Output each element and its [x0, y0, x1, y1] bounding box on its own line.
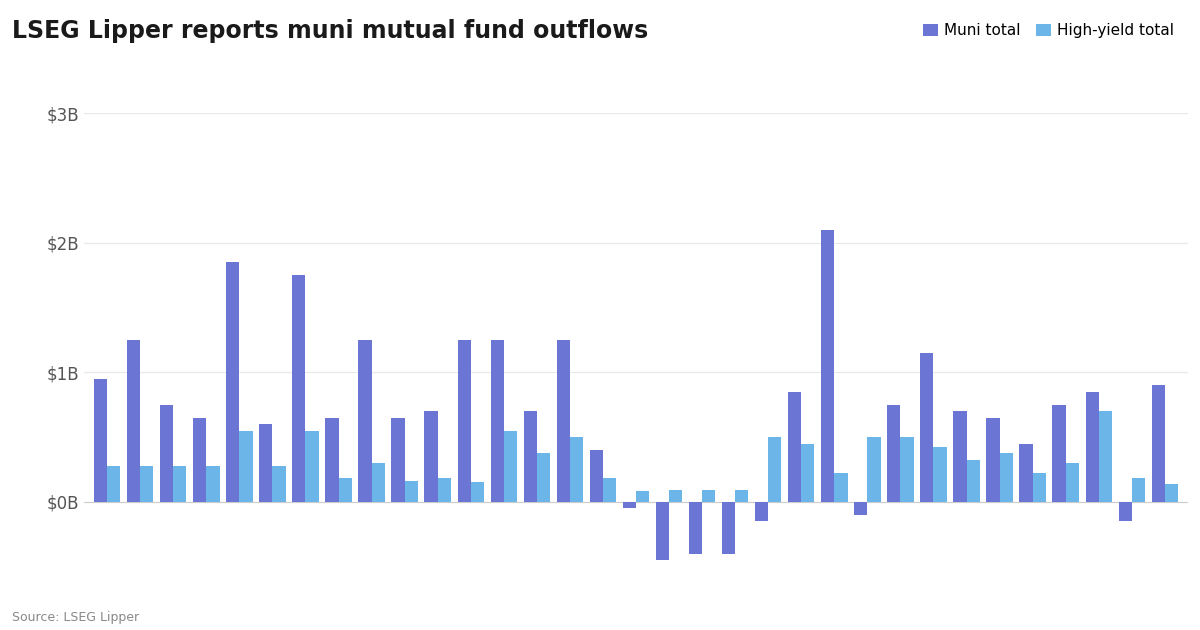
Bar — [636, 491, 649, 501]
Bar — [821, 230, 834, 501]
Bar — [1066, 463, 1079, 501]
Bar — [736, 490, 749, 501]
Bar — [1033, 473, 1046, 501]
Bar — [670, 490, 683, 501]
Bar — [173, 466, 186, 501]
Bar — [1099, 411, 1112, 501]
Bar — [372, 463, 385, 501]
Bar — [425, 411, 438, 501]
Bar — [523, 411, 536, 501]
Bar — [1000, 452, 1013, 501]
Bar — [689, 501, 702, 554]
Bar — [834, 473, 847, 501]
Bar — [193, 418, 206, 501]
Bar — [1165, 484, 1178, 501]
Bar — [1020, 444, 1033, 501]
Text: Source: LSEG Lipper: Source: LSEG Lipper — [12, 610, 139, 624]
Bar — [602, 478, 616, 501]
Bar — [966, 461, 979, 501]
Bar — [306, 430, 319, 501]
Bar — [1152, 386, 1165, 501]
Bar — [557, 340, 570, 501]
Bar — [491, 340, 504, 501]
Legend: Muni total, High-yield total: Muni total, High-yield total — [917, 17, 1181, 44]
Bar — [854, 501, 868, 515]
Bar — [94, 379, 107, 501]
Bar — [272, 466, 286, 501]
Bar — [702, 490, 715, 501]
Bar — [887, 404, 900, 501]
Bar — [802, 444, 815, 501]
Bar — [160, 404, 173, 501]
Bar — [404, 481, 418, 501]
Bar — [206, 466, 220, 501]
Bar — [953, 411, 966, 501]
Bar — [1118, 501, 1132, 521]
Bar — [140, 466, 154, 501]
Bar — [722, 501, 736, 554]
Bar — [359, 340, 372, 501]
Bar — [788, 392, 802, 501]
Bar — [293, 275, 306, 501]
Bar — [536, 452, 550, 501]
Text: LSEG Lipper reports muni mutual fund outflows: LSEG Lipper reports muni mutual fund out… — [12, 19, 648, 43]
Bar — [623, 501, 636, 508]
Bar — [504, 430, 517, 501]
Bar — [755, 501, 768, 521]
Bar — [457, 340, 470, 501]
Bar — [325, 418, 338, 501]
Bar — [986, 418, 1000, 501]
Bar — [934, 447, 947, 501]
Bar — [1086, 392, 1099, 501]
Bar — [1132, 478, 1145, 501]
Bar — [259, 424, 272, 501]
Bar — [338, 478, 352, 501]
Bar — [107, 466, 120, 501]
Bar — [438, 478, 451, 501]
Bar — [239, 430, 252, 501]
Bar — [1052, 404, 1066, 501]
Bar — [920, 353, 934, 501]
Bar — [470, 483, 484, 501]
Bar — [868, 437, 881, 501]
Bar — [656, 501, 670, 560]
Bar — [900, 437, 913, 501]
Bar — [768, 437, 781, 501]
Bar — [226, 262, 239, 501]
Bar — [570, 437, 583, 501]
Bar — [589, 450, 602, 501]
Bar — [391, 418, 404, 501]
Bar — [127, 340, 140, 501]
